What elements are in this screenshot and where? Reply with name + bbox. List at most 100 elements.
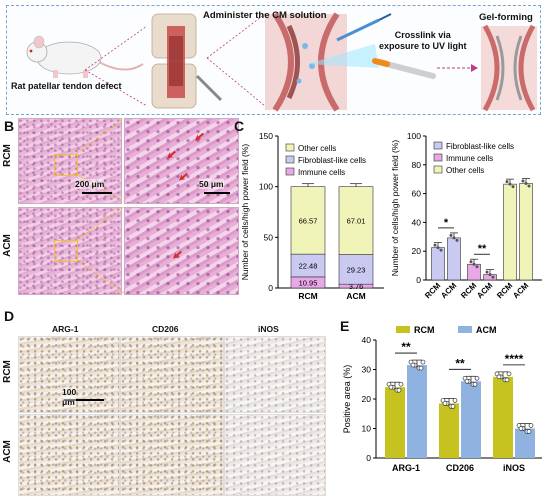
chart-e-positive-area: 0 10 20 30 40 Positive area (%) ARG-1 ** CD206 **… (342, 325, 542, 473)
data-point (442, 401, 448, 406)
y-tick-label: 0 (416, 275, 421, 285)
d-scale-bar (64, 399, 104, 401)
bar (503, 183, 517, 281)
legend-swatch (396, 326, 410, 333)
data-point (464, 378, 470, 384)
panel-b-label: B (4, 118, 15, 134)
legend-swatch (458, 326, 472, 333)
data-point (488, 273, 492, 277)
ihc-acm-cd206 (120, 414, 224, 496)
cell-arrow-icons (166, 132, 205, 259)
significance-label: ** (401, 340, 411, 354)
data-point (475, 265, 479, 269)
bar (385, 387, 405, 458)
ihc-acm-arg1 (18, 414, 120, 496)
stacked-bar-segment (290, 186, 326, 255)
step-gel-forming: Gel-forming (479, 12, 533, 23)
data-point (452, 236, 456, 240)
y-tick-label: 20 (412, 246, 422, 256)
x-tick-label: ACM (475, 281, 494, 300)
x-tick-label: ACM (511, 281, 530, 300)
x-tick-label: ACM (346, 291, 365, 301)
step-crosslink: Crosslink via exposure to UV light (379, 30, 467, 52)
x-tick-label: RCM (495, 281, 514, 300)
b-row-label-rcm: RCM (1, 144, 13, 167)
y-axis-title: Positive area (%) (342, 365, 352, 434)
data-label: 67.01 (347, 217, 366, 226)
data-label: 29.23 (347, 265, 366, 274)
data-point (388, 384, 394, 390)
data-point (496, 374, 502, 380)
uv-pen-icon (372, 58, 436, 79)
y-tick-label: 150 (259, 131, 273, 141)
data-point (436, 246, 440, 250)
panel-a-schematic: Rat patellar tendon defect Administer th… (6, 5, 541, 115)
data-point (504, 377, 510, 383)
significance-label: **** (505, 352, 524, 366)
b-row-label-acm: ACM (1, 234, 13, 257)
ihc-rcm-cd206 (120, 336, 224, 413)
rat-caption: Rat patellar tendon defect (11, 81, 122, 91)
arrow-icon (471, 64, 478, 72)
bar (431, 247, 445, 281)
y-axis-title: Number of cells/high power field (%) (390, 140, 400, 277)
data-point (410, 362, 416, 368)
bar (493, 376, 513, 458)
panel-c-label: C (234, 118, 245, 134)
data-point (472, 262, 476, 266)
knee-illustration (151, 13, 223, 109)
zoom-lines (75, 118, 205, 294)
bar (461, 381, 481, 458)
chart-c-grouped: 0 20 40 60 80 100 Number of cells/high power f… (390, 131, 542, 300)
data-point (455, 238, 459, 242)
data-point (506, 371, 512, 377)
x-tick-label: ARG-1 (392, 463, 420, 473)
y-tick-label: 80 (412, 160, 422, 170)
y-tick-label: 40 (412, 217, 422, 227)
data-point (521, 179, 525, 183)
uv-light-beam (307, 44, 379, 68)
legend-swatch (285, 167, 295, 176)
data-point (511, 185, 515, 189)
step-crosslink-line2: exposure to UV light (379, 41, 467, 51)
d-row-label-acm: ACM (1, 440, 13, 463)
scale-bar-left (82, 192, 112, 194)
y-tick-label: 20 (362, 394, 372, 404)
y-tick-label: 100 (259, 182, 273, 192)
legend-label: Other cells (298, 144, 336, 153)
data-point (474, 375, 480, 381)
data-point (528, 423, 534, 428)
y-axis-title: Number of cells/high power field (%) (240, 144, 250, 281)
x-tick-label: RCM (298, 291, 317, 301)
step-administer: Administer the CM solution (203, 10, 327, 21)
legend-label: Other cells (446, 166, 484, 175)
data-point (472, 381, 478, 387)
d-col-label-inos: iNOS (258, 324, 279, 334)
data-point (439, 248, 443, 252)
data-point (527, 184, 531, 188)
significance-label: * (444, 217, 449, 229)
x-tick-label: iNOS (503, 463, 525, 473)
ihc-acm-inos (224, 414, 326, 496)
zoom-box-rcm (54, 154, 78, 176)
d-scale-label: 100 μm (62, 387, 77, 407)
he-acm-low (18, 207, 122, 295)
data-point (450, 404, 456, 409)
schematic-illustration (26, 12, 537, 112)
y-tick-label: 50 (264, 232, 274, 242)
data-point (505, 180, 509, 184)
bar (467, 263, 481, 281)
bar (447, 237, 461, 281)
d-row-label-rcm: RCM (1, 360, 13, 383)
he-acm-high (124, 207, 239, 295)
data-point (449, 233, 453, 237)
x-tick-label: RCM (459, 281, 478, 300)
data-label: 22.48 (299, 262, 318, 271)
y-tick-label: 30 (362, 365, 372, 375)
legend-swatch (433, 153, 443, 162)
stacked-bar-segment (338, 186, 374, 255)
data-point (491, 275, 495, 279)
panel-e-label: E (340, 318, 350, 334)
data-label: 66.57 (299, 216, 318, 225)
legend-label: Immune cells (446, 154, 493, 163)
